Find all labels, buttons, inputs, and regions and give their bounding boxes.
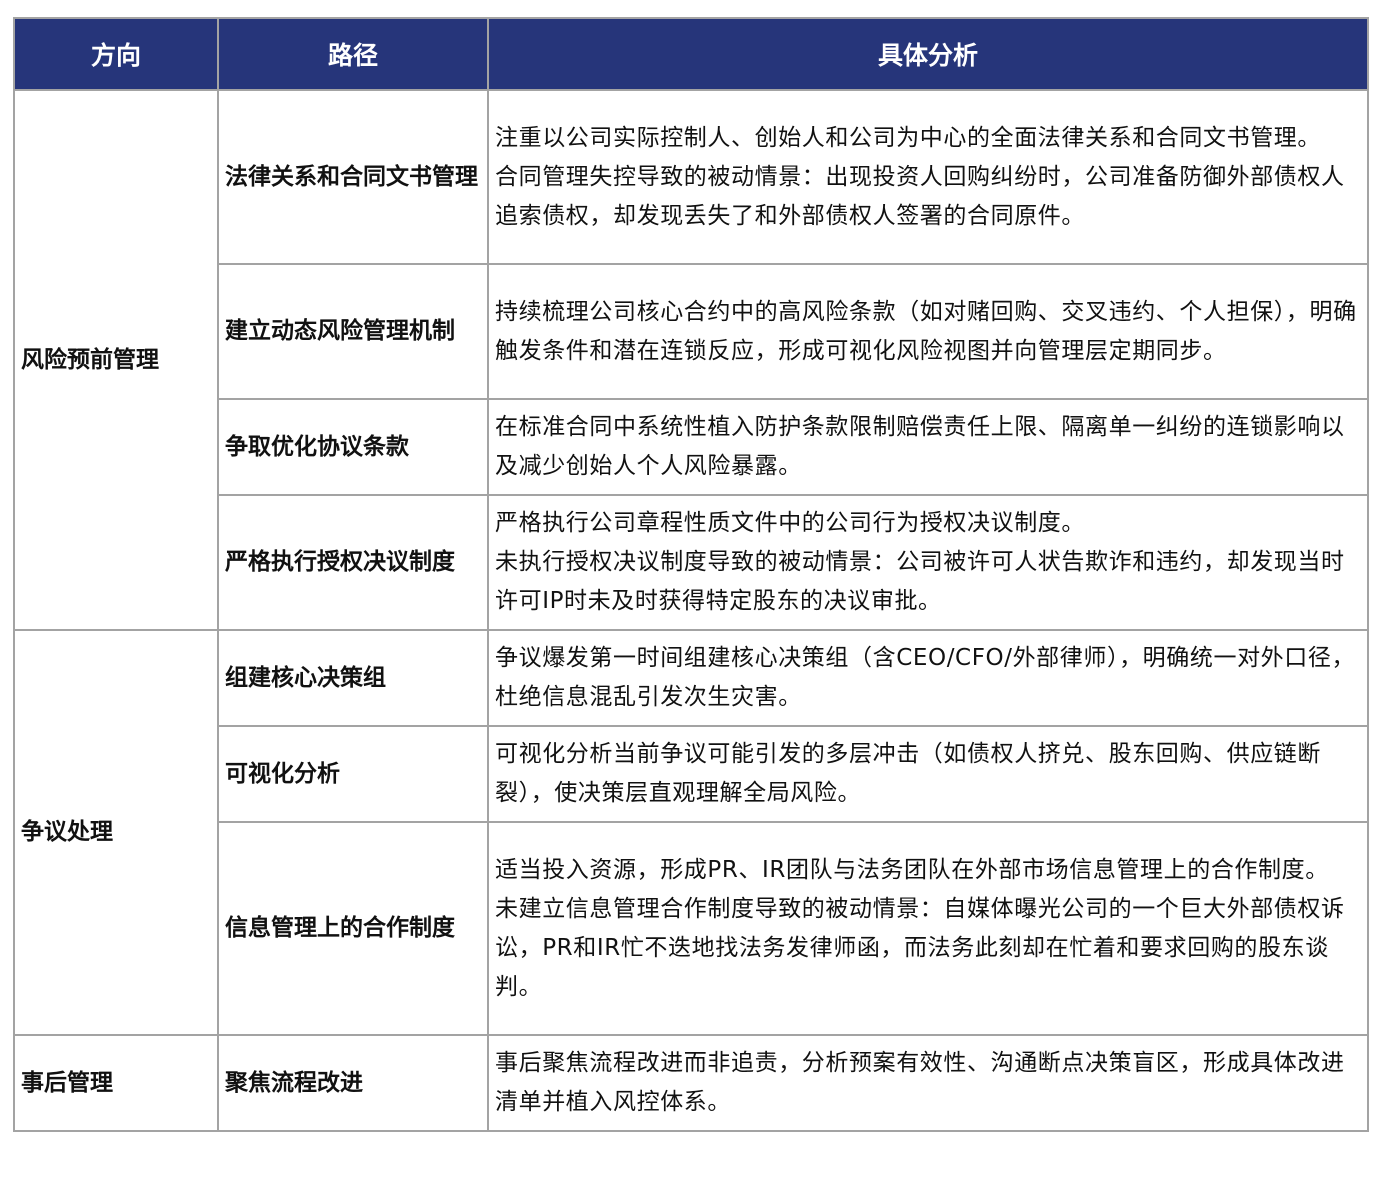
detail-cell: 事后聚焦流程改进而非追责，分析预案有效性、沟通断点决策盲区，形成具体改进清单并植…	[487, 1034, 1369, 1132]
detail-paragraph: 严格执行公司章程性质文件中的公司行为授权决议制度。	[495, 510, 1085, 536]
detail-paragraph: 持续梳理公司核心合约中的高风险条款（如对赌回购、交叉违约、个人担保），明确触发条…	[495, 298, 1357, 364]
header-path: 路径	[217, 17, 489, 91]
direction-cell: 争议处理	[13, 629, 219, 1036]
table-header-row: 方向 路径 具体分析	[13, 17, 1369, 91]
detail-cell: 在标准合同中系统性植入防护条款限制赔偿责任上限、隔离单一纠纷的连锁影响以及减少创…	[487, 398, 1369, 496]
detail-cell: 严格执行公司章程性质文件中的公司行为授权决议制度。未执行授权决议制度导致的被动情…	[487, 494, 1369, 631]
table-row: 可视化分析 可视化分析当前争议可能引发的多层冲击（如债权人挤兑、股东回购、供应链断…	[14, 725, 1369, 823]
table-row: 严格执行授权决议制度 严格执行公司章程性质文件中的公司行为授权决议制度。未执行授权…	[14, 494, 1369, 631]
detail-paragraph: 争议爆发第一时间组建核心决策组（含CEO/CFO/外部律师），明确统一对外口径，…	[495, 645, 1356, 710]
table-row: 信息管理上的合作制度 适当投入资源，形成PR、IR团队与法务团队在外部市场信息管理…	[14, 821, 1369, 1036]
table-row: 争取优化协议条款 在标准合同中系统性植入防护条款限制赔偿责任上限、隔离单一纠纷的连…	[14, 398, 1369, 496]
direction-cell: 风险预前管理	[13, 89, 219, 631]
detail-cell: 争议爆发第一时间组建核心决策组（含CEO/CFO/外部律师），明确统一对外口径，…	[487, 629, 1369, 727]
header-direction: 方向	[13, 17, 219, 91]
path-cell: 聚焦流程改进	[217, 1034, 489, 1132]
path-cell: 信息管理上的合作制度	[217, 821, 489, 1036]
table-row: 事后管理 聚焦流程改进 事后聚焦流程改进而非追责，分析预案有效性、沟通断点决策盲区，…	[13, 1034, 1369, 1132]
detail-paragraph: 合同管理失控导致的被动情景：出现投资人回购纠纷时，公司准备防御外部债权人追索债权…	[495, 163, 1345, 229]
path-cell: 可视化分析	[217, 725, 489, 823]
path-cell: 组建核心决策组	[217, 629, 489, 727]
table-row: 风险预前管理 法律关系和合同文书管理 注重以公司实际控制人、创始人和公司为中心的全面…	[13, 89, 1369, 631]
table-row: 争议处理 组建核心决策组 争议爆发第一时间组建核心决策组（含CEO/CFO/外部律师…	[13, 629, 1369, 1036]
detail-cell: 持续梳理公司核心合约中的高风险条款（如对赌回购、交叉违约、个人担保），明确触发条…	[487, 263, 1369, 400]
table-row: 建立动态风险管理机制 持续梳理公司核心合约中的高风险条款（如对赌回购、交叉违约、个…	[14, 263, 1369, 400]
risk-management-table: 方向 路径 具体分析 风险预前管理 法律关系和合同文书管理 注重以公司实际控制人、创…	[13, 17, 1369, 1132]
detail-paragraph: 在标准合同中系统性植入防护条款限制赔偿责任上限、隔离单一纠纷的连锁影响以及减少创…	[495, 414, 1345, 479]
detail-paragraph: 适当投入资源，形成PR、IR团队与法务团队在外部市场信息管理上的合作制度。	[495, 856, 1329, 883]
detail-cell: 可视化分析当前争议可能引发的多层冲击（如债权人挤兑、股东回购、供应链断裂），使决…	[487, 725, 1369, 823]
path-cell: 法律关系和合同文书管理	[217, 89, 489, 265]
detail-paragraph: 注重以公司实际控制人、创始人和公司为中心的全面法律关系和合同文书管理。	[495, 124, 1321, 151]
detail-paragraph: 未执行授权决议制度导致的被动情景：公司被许可人状告欺诈和违约，却发现当时许可IP…	[495, 549, 1345, 614]
header-detail: 具体分析	[487, 17, 1369, 91]
detail-paragraph: 未建立信息管理合作制度导致的被动情景：自媒体曝光公司的一个巨大外部债权诉讼，PR…	[495, 895, 1345, 1000]
detail-paragraph: 事后聚焦流程改进而非追责，分析预案有效性、沟通断点决策盲区，形成具体改进清单并植…	[495, 1050, 1345, 1115]
path-cell: 建立动态风险管理机制	[217, 263, 489, 400]
path-cell: 严格执行授权决议制度	[217, 494, 489, 631]
path-cell: 争取优化协议条款	[217, 398, 489, 496]
detail-cell: 注重以公司实际控制人、创始人和公司为中心的全面法律关系和合同文书管理。合同管理失…	[487, 89, 1369, 265]
detail-paragraph: 可视化分析当前争议可能引发的多层冲击（如债权人挤兑、股东回购、供应链断裂），使决…	[495, 741, 1321, 806]
direction-cell: 事后管理	[13, 1034, 219, 1132]
detail-cell: 适当投入资源，形成PR、IR团队与法务团队在外部市场信息管理上的合作制度。未建立…	[487, 821, 1369, 1036]
